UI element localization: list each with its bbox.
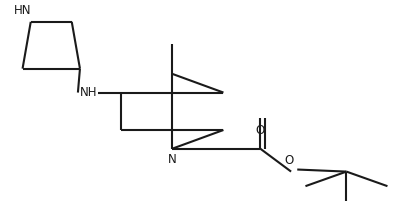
Text: O: O	[255, 124, 264, 136]
Text: HN: HN	[14, 4, 31, 17]
Text: NH: NH	[79, 86, 97, 99]
Text: O: O	[284, 154, 293, 167]
Text: N: N	[167, 153, 176, 166]
